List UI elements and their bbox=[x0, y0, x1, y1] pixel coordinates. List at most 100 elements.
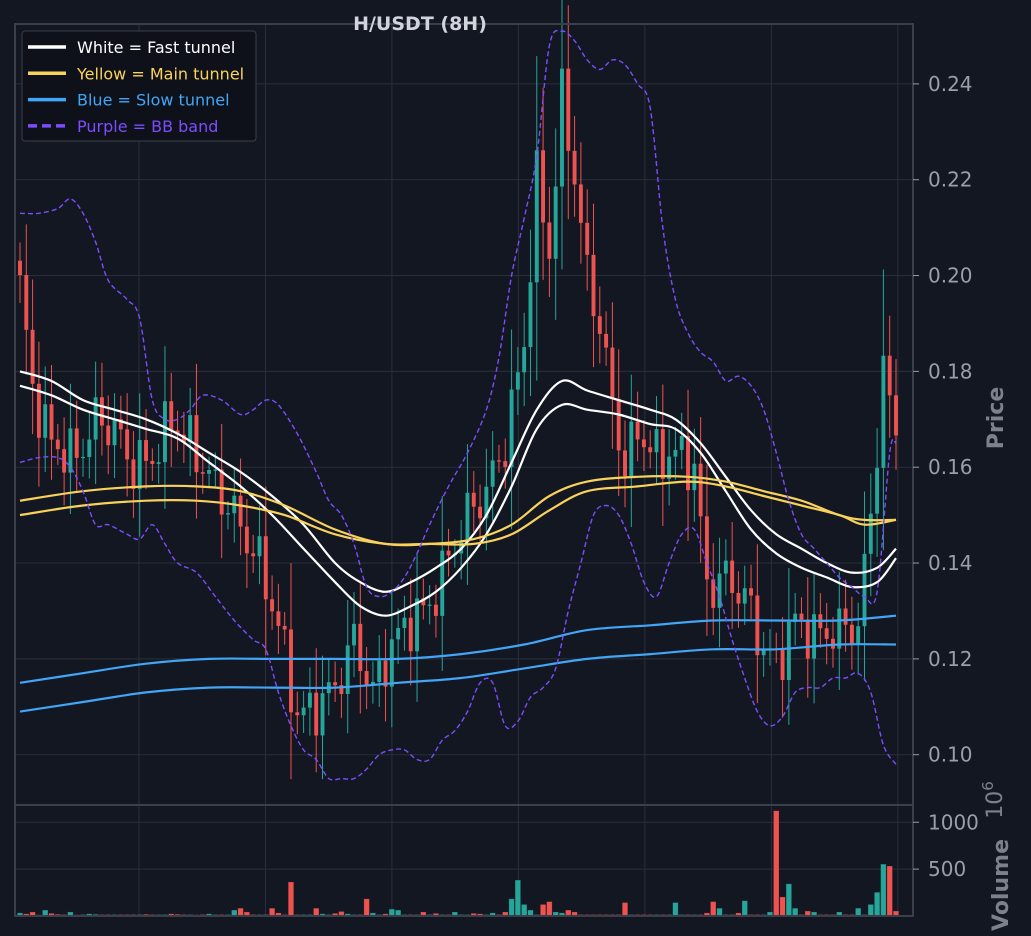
candle-body bbox=[894, 395, 898, 436]
candle-body bbox=[591, 254, 596, 317]
candle-body bbox=[270, 599, 275, 612]
candle-body bbox=[18, 260, 22, 276]
candle-body bbox=[257, 536, 262, 557]
candle-body bbox=[862, 553, 867, 627]
candle-body bbox=[654, 429, 659, 453]
candle-body bbox=[74, 428, 79, 458]
fast-upper-line bbox=[19, 370, 897, 593]
volume-bar bbox=[672, 902, 679, 917]
candle-body bbox=[364, 671, 369, 685]
candle-body bbox=[465, 492, 470, 543]
candle-body bbox=[238, 495, 243, 527]
volume-bar bbox=[546, 901, 553, 917]
volume-bar bbox=[622, 902, 628, 917]
candle-body bbox=[610, 347, 615, 400]
volume-bar bbox=[886, 866, 893, 917]
candle-body bbox=[881, 355, 886, 468]
slow-lower-line bbox=[19, 643, 897, 713]
candle-body bbox=[849, 624, 854, 645]
candle-body bbox=[421, 598, 426, 606]
volume-bar bbox=[741, 900, 748, 917]
volume-tick-label: 1000 bbox=[928, 810, 979, 834]
candle-body bbox=[43, 404, 48, 438]
candle-body bbox=[673, 449, 678, 457]
candle-body bbox=[742, 588, 747, 604]
candle-body bbox=[112, 419, 117, 446]
volume-bar bbox=[868, 904, 874, 917]
candle-body bbox=[345, 645, 350, 694]
candle-body bbox=[534, 150, 539, 283]
candle-body bbox=[396, 627, 401, 640]
candle-body bbox=[30, 329, 35, 384]
volume-multiplier-exponent: 6 bbox=[979, 781, 997, 791]
candle-body bbox=[528, 282, 533, 348]
price-tick-label: 0.16 bbox=[928, 455, 973, 479]
legend-label-bb: Purple = BB band bbox=[77, 117, 218, 136]
candle-body bbox=[289, 629, 293, 713]
candle-body bbox=[339, 685, 344, 694]
candle-body bbox=[427, 604, 432, 606]
candle-body bbox=[578, 184, 583, 223]
candle-body bbox=[749, 588, 754, 596]
bb-lower-line bbox=[19, 455, 897, 781]
candle-body bbox=[648, 447, 653, 453]
candle-body bbox=[856, 626, 861, 645]
candle-body bbox=[150, 460, 155, 464]
candle-body bbox=[843, 608, 848, 625]
candle-body bbox=[560, 68, 564, 187]
volume-axis-label: Volume bbox=[989, 839, 1014, 931]
candle-body bbox=[93, 397, 98, 440]
candle-body bbox=[36, 383, 41, 438]
candle-body bbox=[635, 421, 640, 440]
price-axis: 0.10 0.12 0.14 0.16 0.18 0.20 0.22 0.24 bbox=[913, 72, 973, 767]
volume-bar bbox=[237, 908, 244, 917]
price-axis-label: Price bbox=[984, 387, 1009, 449]
candle-body bbox=[307, 692, 312, 708]
candle-body bbox=[711, 579, 716, 608]
candle-body bbox=[131, 459, 136, 489]
candle-body bbox=[81, 456, 85, 459]
price-tick-label: 0.14 bbox=[928, 551, 973, 575]
volume-bar bbox=[269, 908, 275, 917]
candle-body bbox=[383, 660, 388, 687]
volume-bar bbox=[880, 864, 887, 917]
candle-body bbox=[736, 592, 741, 604]
candle-body bbox=[503, 461, 508, 467]
candle-body bbox=[478, 506, 483, 519]
candle-body bbox=[440, 550, 445, 616]
candle-body bbox=[106, 425, 111, 446]
tunnel-lines bbox=[19, 29, 897, 781]
candle-body bbox=[887, 355, 892, 396]
price-tick-label: 0.18 bbox=[928, 359, 973, 383]
bb-upper-line bbox=[19, 29, 897, 605]
candle-body bbox=[566, 68, 571, 151]
candle-body bbox=[868, 513, 873, 554]
candle-body bbox=[667, 456, 672, 479]
volume-bar bbox=[313, 908, 319, 917]
volume-bar bbox=[773, 810, 780, 917]
volume-panel-frame bbox=[14, 804, 914, 917]
volume-bar bbox=[874, 892, 880, 917]
volume-multiplier: 106 bbox=[979, 781, 1008, 819]
candle-body bbox=[389, 639, 394, 687]
candle-body bbox=[616, 399, 621, 451]
candle-body bbox=[629, 421, 634, 477]
candle-body bbox=[188, 415, 193, 443]
volume-bar bbox=[716, 908, 723, 917]
price-tick-label: 0.24 bbox=[928, 72, 973, 96]
candle-body bbox=[780, 648, 785, 680]
volume-bar bbox=[540, 904, 546, 917]
candle-body bbox=[597, 316, 602, 334]
candle-body bbox=[686, 436, 690, 491]
volume-bar bbox=[855, 908, 861, 917]
candle-body bbox=[320, 693, 325, 736]
candle-body bbox=[68, 428, 73, 473]
candle-body bbox=[660, 429, 665, 479]
candle-body bbox=[156, 462, 161, 464]
volume-bar bbox=[710, 901, 716, 917]
candle-body bbox=[314, 692, 319, 736]
candle-body bbox=[490, 460, 495, 487]
candle-body bbox=[572, 150, 577, 185]
legend-label-slow: Blue = Slow tunnel bbox=[77, 91, 230, 110]
